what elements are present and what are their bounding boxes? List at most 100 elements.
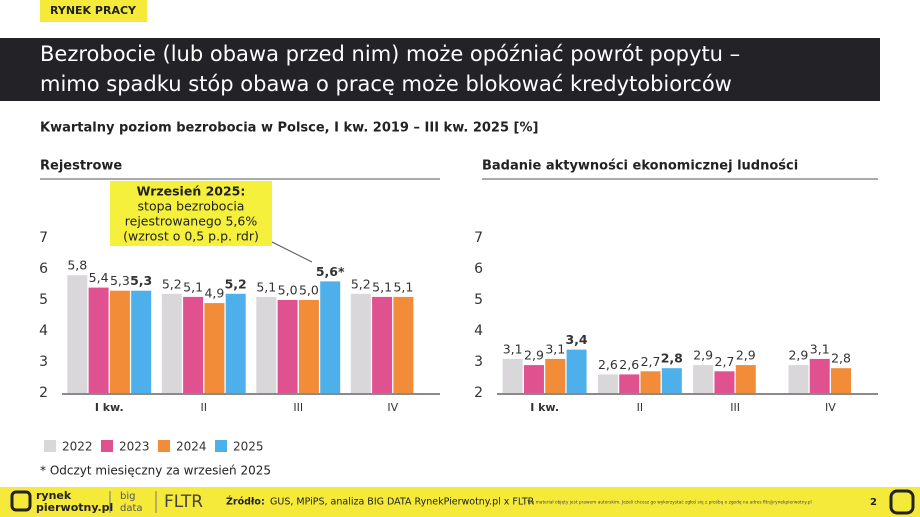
bar xyxy=(320,281,341,393)
logo: rynek xyxy=(36,489,72,502)
disclaimer: Ten materiał objęty jest prawem autorski… xyxy=(526,499,812,506)
y-tick-label: 4 xyxy=(474,323,483,339)
y-tick-label: 7 xyxy=(474,230,483,246)
bar xyxy=(545,358,566,393)
value-label: 2,7 xyxy=(641,354,661,369)
legend-swatch xyxy=(158,440,170,452)
value-label: 5,1 xyxy=(393,279,413,294)
value-label: 5,1 xyxy=(372,279,392,294)
value-label: 5,8 xyxy=(67,258,87,273)
logo2: big xyxy=(120,491,135,502)
value-label: 5,1 xyxy=(256,279,276,294)
legend-label: 2025 xyxy=(233,440,264,454)
value-label: 5,0 xyxy=(299,283,319,298)
bar xyxy=(161,293,182,393)
legend-label: 2022 xyxy=(62,440,93,454)
legend-label: 2023 xyxy=(119,440,150,454)
value-label: 2,9 xyxy=(693,348,713,363)
annotation-text: stopa bezrobocia xyxy=(138,199,245,214)
y-tick-label: 2 xyxy=(39,385,48,401)
value-label: 3,1 xyxy=(810,341,830,356)
chart-title: Badanie aktywności ekonomicznej ludności xyxy=(482,159,798,174)
value-label: 3,1 xyxy=(545,341,565,356)
value-label: 5,6* xyxy=(316,264,345,279)
x-tick-label: IV xyxy=(387,401,398,414)
subtitle: Kwartalny poziom bezrobocia w Polsce, I … xyxy=(40,121,538,136)
corner-icon xyxy=(889,489,915,515)
x-tick-label: III xyxy=(730,401,740,414)
y-tick-label: 5 xyxy=(39,292,48,308)
bar xyxy=(88,287,109,393)
value-label: 2,6 xyxy=(598,357,618,372)
y-tick-label: 6 xyxy=(39,261,48,277)
source: GUS, MPiPS, analiza BIG DATA RynekPierwo… xyxy=(270,497,535,508)
annotation-text: (wzrost o 0,5 p.p. rdr) xyxy=(123,229,259,244)
bar xyxy=(566,349,587,393)
x-tick-label: I kw. xyxy=(530,401,559,414)
y-tick-label: 5 xyxy=(474,292,483,308)
bar xyxy=(350,293,371,393)
bar xyxy=(597,374,618,393)
bar xyxy=(523,365,544,393)
bar xyxy=(131,290,152,393)
annotation-bg xyxy=(110,181,272,246)
x-tick-label: II xyxy=(201,401,208,414)
bar xyxy=(714,371,735,393)
bar xyxy=(204,303,225,393)
x-tick-label: III xyxy=(293,401,303,414)
bar xyxy=(502,358,523,393)
value-label: 5,0 xyxy=(278,283,298,298)
annotation-title: Wrzesień 2025: xyxy=(137,184,246,199)
chart-title: Rejestrowe xyxy=(40,159,122,174)
bar xyxy=(225,293,246,393)
legend-swatch xyxy=(44,440,56,452)
bar xyxy=(67,275,88,393)
value-label: 5,2 xyxy=(351,276,371,291)
title-line: Bezrobocie (lub obawa przed nim) może op… xyxy=(40,42,740,66)
x-tick-label: II xyxy=(637,401,644,414)
value-label: 5,3 xyxy=(130,273,152,288)
y-tick-label: 7 xyxy=(39,230,48,246)
value-label: 3,4 xyxy=(565,332,587,347)
bar xyxy=(640,371,661,393)
tag: RYNEK PRACY xyxy=(50,4,137,17)
value-label: 2,7 xyxy=(715,354,735,369)
bar xyxy=(393,296,414,393)
title-line: mimo spadku stóp obawa o pracę może blok… xyxy=(40,72,732,96)
bar xyxy=(372,296,393,393)
logo2: data xyxy=(120,503,143,514)
bar xyxy=(693,365,714,393)
title-bg xyxy=(0,38,880,101)
legend-label: 2024 xyxy=(176,440,207,454)
y-tick-label: 4 xyxy=(39,323,48,339)
y-tick-label: 2 xyxy=(474,385,483,401)
annotation-line xyxy=(271,241,313,263)
y-tick-label: 3 xyxy=(474,354,483,370)
y-tick-label: 3 xyxy=(39,354,48,370)
page-number: 2 xyxy=(870,497,877,508)
legend-swatch xyxy=(101,440,113,452)
annotation: Wrzesień 2025: stopa bezrobocia rejestro… xyxy=(110,181,313,263)
value-label: 3,1 xyxy=(503,341,523,356)
value-label: 2,9 xyxy=(788,348,808,363)
bar xyxy=(788,365,809,393)
bar xyxy=(277,300,298,393)
value-label: 2,9 xyxy=(736,348,756,363)
bar xyxy=(298,300,319,393)
x-tick-label: I kw. xyxy=(95,401,124,414)
value-label: 2,8 xyxy=(831,351,851,366)
value-label: 5,2 xyxy=(162,276,182,291)
value-label: 5,2 xyxy=(225,276,247,291)
value-label: 5,4 xyxy=(89,270,109,285)
bar xyxy=(183,296,204,393)
y-tick-label: 6 xyxy=(474,261,483,277)
x-tick-label: IV xyxy=(825,401,836,414)
footer-bg xyxy=(0,487,920,517)
bar xyxy=(809,358,830,393)
logo-icon xyxy=(10,490,32,512)
logo: pierwotny.pl xyxy=(36,501,113,514)
bar xyxy=(661,368,682,393)
value-label: 2,6 xyxy=(619,357,639,372)
tag-bg xyxy=(40,0,147,22)
